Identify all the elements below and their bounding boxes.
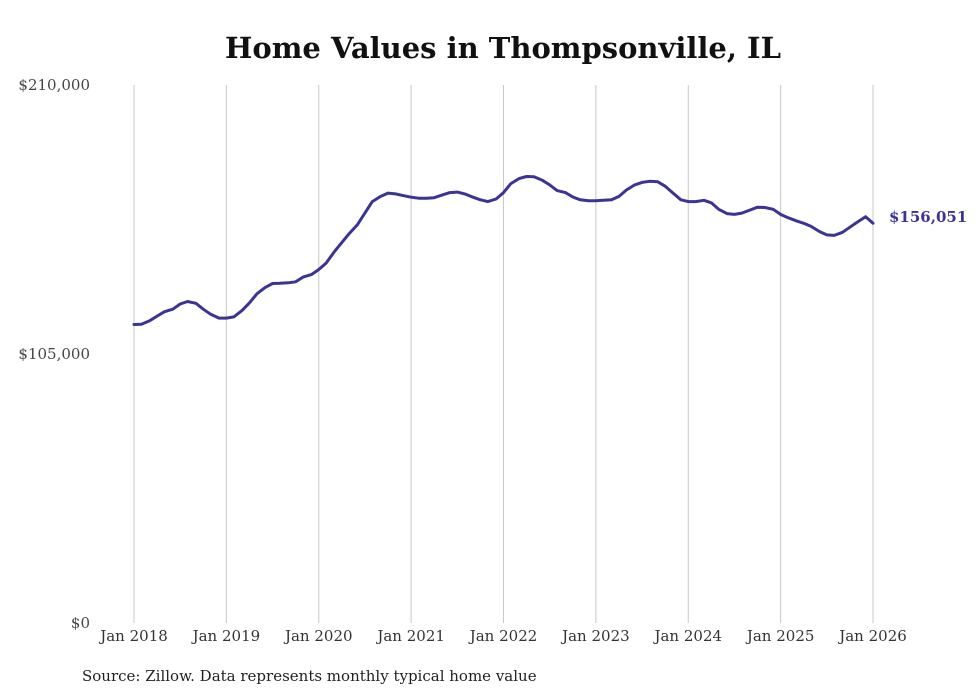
- gridlines: [133, 85, 874, 623]
- x-tick-label: Jan 2018: [98, 627, 168, 645]
- x-tick-label: Jan 2020: [283, 627, 353, 645]
- series-line: [132, 175, 875, 326]
- end-value-label: $156,051: [889, 208, 967, 226]
- y-tick-label: $210,000: [18, 76, 90, 94]
- chart-title: Home Values in Thompsonville, IL: [225, 31, 781, 65]
- x-tick-label: Jan 2026: [837, 627, 907, 645]
- source-note: Source: Zillow. Data represents monthly …: [82, 667, 537, 685]
- x-axis-ticks: Jan 2018 Jan 2019 Jan 2020 Jan 2021 Jan 2022…: [98, 627, 907, 645]
- x-tick-label: Jan 2024: [652, 627, 722, 645]
- x-tick-label: Jan 2021: [375, 627, 445, 645]
- x-tick-label: Jan 2022: [468, 627, 538, 645]
- series-group: [132, 175, 875, 326]
- x-tick-label: Jan 2023: [560, 627, 630, 645]
- x-tick-label: Jan 2019: [191, 627, 261, 645]
- x-tick-label: Jan 2025: [745, 627, 815, 645]
- y-tick-label: $0: [71, 614, 90, 632]
- y-tick-label: $105,000: [18, 345, 90, 363]
- y-axis-ticks: $0 $105,000 $210,000: [18, 76, 90, 632]
